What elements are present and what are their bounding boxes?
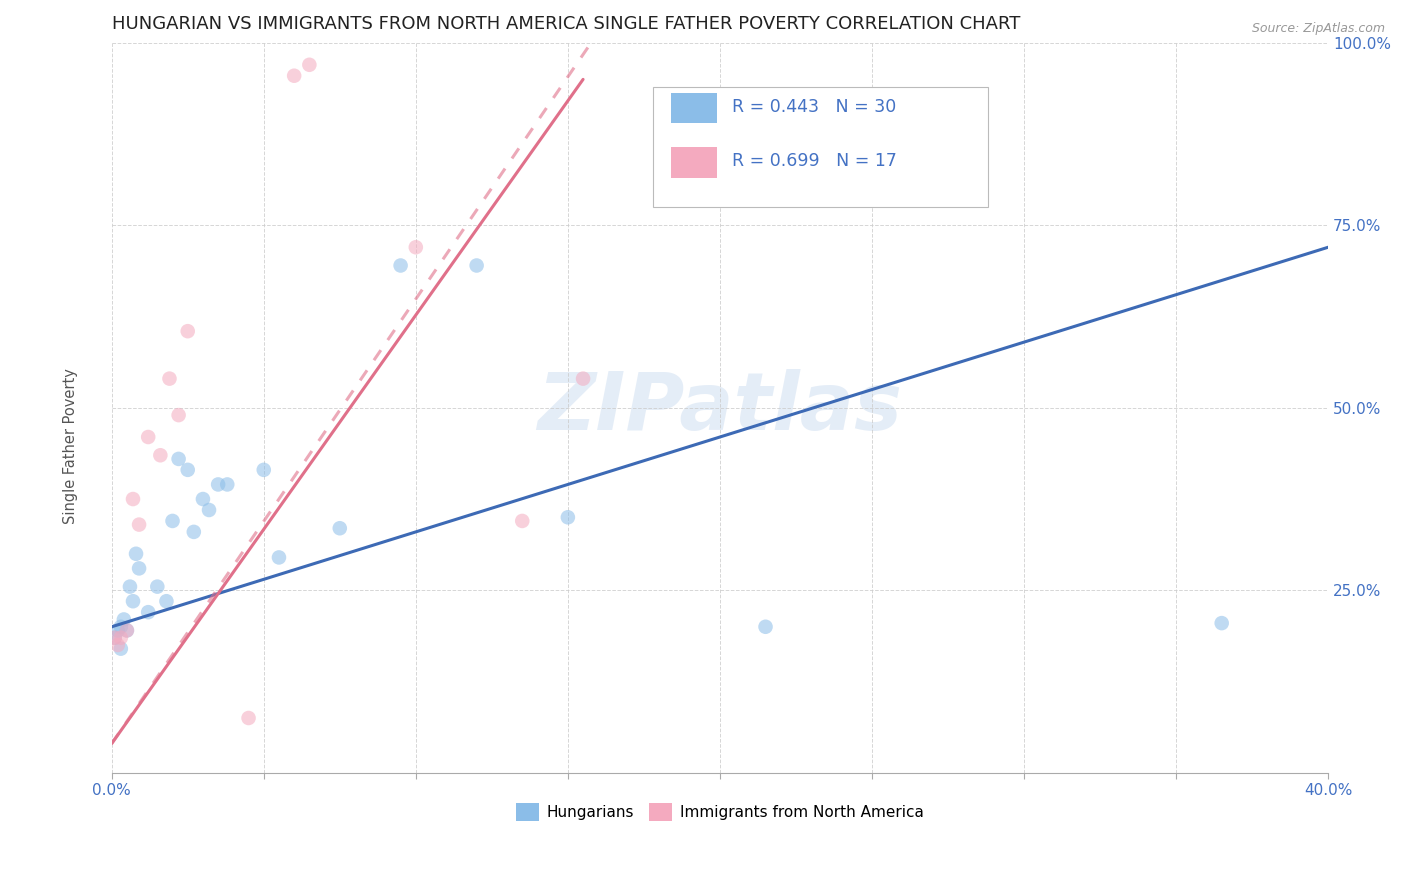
Point (122, 594, 145, 608)
Text: Single Father Poverty: Single Father Poverty (63, 368, 79, 524)
Point (198, 503, 221, 517)
Point (125, 547, 148, 561)
Point (107, 624, 129, 638)
Point (155, 594, 177, 608)
Point (253, 463, 276, 477)
Point (159, 371, 181, 385)
Text: ZIPatlas: ZIPatlas (537, 368, 903, 447)
Point (754, 620, 776, 634)
Point (118, 580, 141, 594)
Point (128, 561, 150, 575)
Legend: Hungarians, Immigrants from North America: Hungarians, Immigrants from North Americ… (510, 797, 929, 827)
Point (177, 324, 200, 338)
Text: Source: ZipAtlas.com: Source: ZipAtlas.com (1251, 22, 1385, 36)
FancyBboxPatch shape (671, 93, 717, 123)
Point (162, 514, 184, 528)
Point (122, 491, 145, 506)
Point (128, 517, 150, 532)
Point (329, 521, 352, 535)
Point (283, 69, 305, 83)
Point (845, 182, 868, 196)
Point (510, 514, 533, 528)
Point (217, 477, 239, 491)
Point (298, 58, 321, 72)
Point (110, 620, 132, 634)
Point (557, 510, 579, 524)
Point (405, 240, 427, 254)
Point (136, 430, 159, 444)
Point (167, 451, 190, 466)
Text: R = 0.699   N = 17: R = 0.699 N = 17 (733, 153, 897, 170)
Point (146, 580, 169, 594)
Point (104, 631, 127, 645)
Point (389, 259, 412, 273)
Point (104, 631, 127, 645)
Point (465, 259, 488, 273)
Text: HUNGARIAN VS IMMIGRANTS FROM NORTH AMERICA SINGLE FATHER POVERTY CORRELATION CHA: HUNGARIAN VS IMMIGRANTS FROM NORTH AMERI… (111, 15, 1021, 33)
Point (112, 612, 135, 626)
Point (1211, 616, 1233, 631)
Point (115, 624, 138, 638)
Point (177, 463, 200, 477)
FancyBboxPatch shape (652, 87, 987, 207)
Point (110, 641, 132, 656)
Point (183, 524, 205, 539)
Point (136, 605, 159, 619)
Point (238, 711, 260, 725)
Point (149, 448, 172, 462)
Point (267, 550, 290, 565)
Point (115, 624, 138, 638)
Point (110, 631, 132, 645)
Point (207, 477, 229, 491)
Text: R = 0.443   N = 30: R = 0.443 N = 30 (733, 98, 897, 116)
Point (572, 371, 595, 385)
FancyBboxPatch shape (671, 147, 717, 178)
Point (167, 408, 190, 422)
Point (191, 491, 214, 506)
Point (107, 638, 129, 652)
